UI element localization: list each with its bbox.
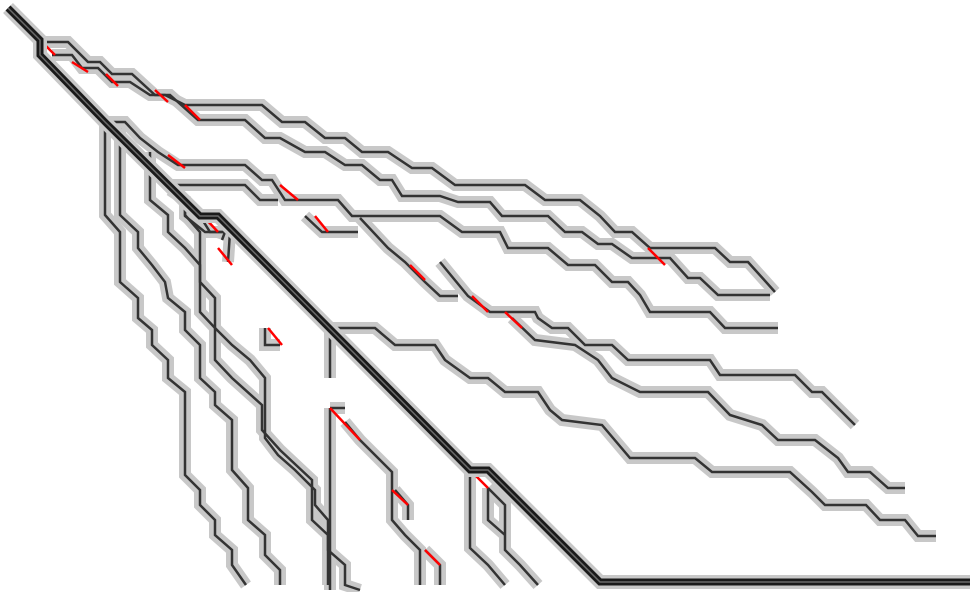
branch-line [165, 183, 278, 202]
highlight-segment [105, 73, 119, 87]
highlight-segment [217, 247, 233, 266]
highlight-segment [424, 549, 441, 566]
branch-halo [355, 213, 458, 302]
branch-line [486, 488, 506, 536]
branch-line [105, 120, 778, 330]
branch-line [40, 40, 776, 293]
branch-line [263, 328, 280, 347]
branch-halo [420, 545, 446, 585]
branch-layer [40, 40, 936, 592]
branch-line [52, 53, 770, 297]
trunk-layer [3, 3, 970, 589]
highlight-segment [267, 327, 283, 346]
highlight-segment [167, 154, 186, 169]
highlight-segment [391, 489, 409, 506]
branch-line [103, 122, 248, 586]
highlight-segment [314, 215, 329, 233]
branch-halo [259, 328, 280, 351]
highlight-segment [409, 264, 426, 281]
branch-line [439, 261, 856, 426]
trunk-inner-line [7, 7, 970, 583]
branch-line [359, 217, 458, 298]
branch-line [198, 215, 232, 263]
highlight-segment [184, 104, 201, 121]
branch-line [304, 215, 358, 234]
branch-halo [144, 152, 334, 585]
branch-halo [435, 258, 860, 430]
highlight-segment [154, 89, 169, 103]
highlight-segment [279, 184, 299, 201]
branch-line [487, 487, 539, 586]
branch-line [468, 470, 506, 586]
highlight-segment [474, 474, 489, 489]
branch-line [118, 128, 282, 585]
branch-line [511, 317, 905, 490]
highlight-segment [329, 407, 361, 441]
branch-line [330, 326, 936, 538]
highlight-segment [471, 295, 489, 313]
highlight-segment [504, 311, 523, 329]
highlight-segment [71, 60, 89, 74]
branch-line [148, 152, 330, 585]
highlight-segment [647, 247, 666, 266]
